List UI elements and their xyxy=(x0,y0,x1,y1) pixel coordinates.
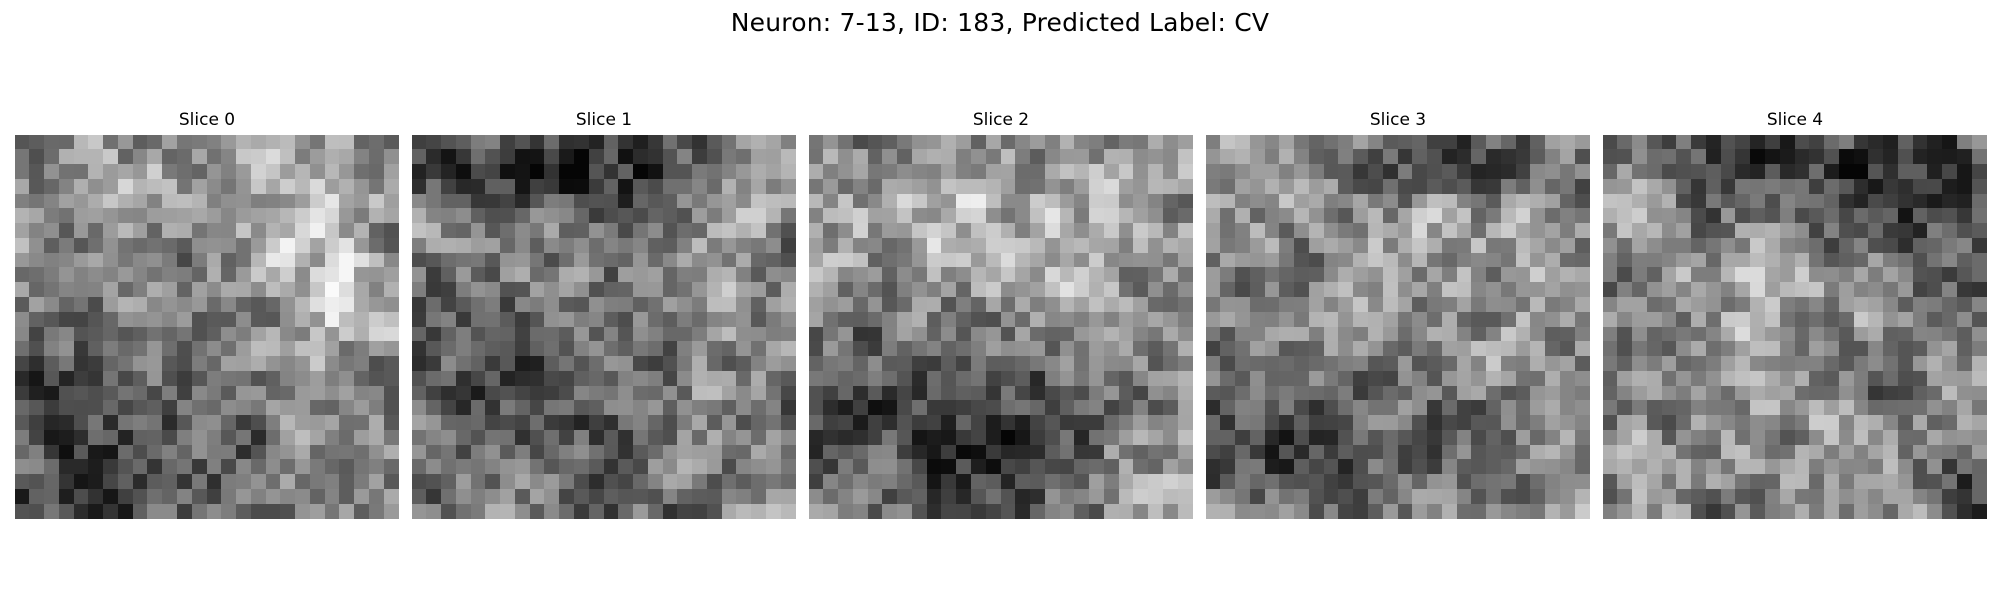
slice-title-4: Slice 4 xyxy=(1766,110,1824,130)
slice-image-1 xyxy=(412,135,796,519)
slice-title-3: Slice 3 xyxy=(1369,110,1427,130)
slice-image-3 xyxy=(1206,135,1590,519)
slice-image-4 xyxy=(1603,135,1987,519)
slice-image-2 xyxy=(809,135,1193,519)
slice-image-0 xyxy=(15,135,399,519)
slice-title-0: Slice 0 xyxy=(178,110,236,130)
slice-title-2: Slice 2 xyxy=(972,110,1030,130)
slice-title-1: Slice 1 xyxy=(575,110,633,130)
figure-title: Neuron: 7-13, ID: 183, Predicted Label: … xyxy=(730,8,1270,37)
